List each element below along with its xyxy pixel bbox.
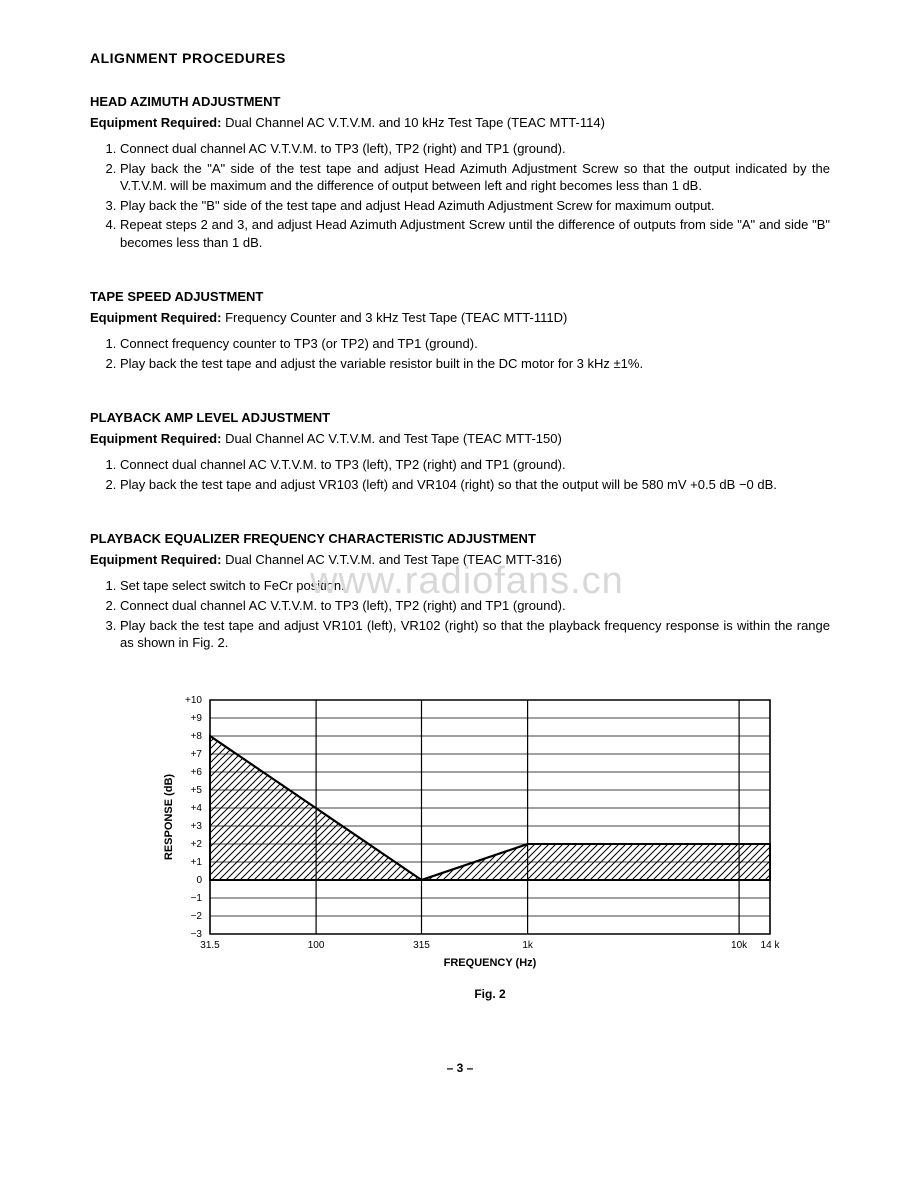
equipment-text: Frequency Counter and 3 kHz Test Tape (T… — [225, 310, 567, 325]
step-item: Play back the "A" side of the test tape … — [120, 160, 830, 195]
svg-text:315: 315 — [413, 940, 430, 951]
step-item: Play back the test tape and adjust VR101… — [120, 617, 830, 652]
step-item: Play back the test tape and adjust the v… — [120, 355, 830, 373]
svg-text:14 k: 14 k — [761, 940, 781, 951]
svg-text:−1: −1 — [191, 893, 203, 904]
svg-text:+2: +2 — [191, 839, 203, 850]
section: PLAYBACK AMP LEVEL ADJUSTMENT Equipment R… — [90, 410, 830, 493]
step-item: Connect dual channel AC V.T.V.M. to TP3 … — [120, 597, 830, 615]
step-item: Connect frequency counter to TP3 (or TP2… — [120, 335, 830, 353]
svg-text:+4: +4 — [191, 803, 203, 814]
equipment-text: Dual Channel AC V.T.V.M. and Test Tape (… — [225, 431, 562, 446]
page-number: – 3 – — [90, 1061, 830, 1075]
equipment-text: Dual Channel AC V.T.V.M. and 10 kHz Test… — [225, 115, 605, 130]
equipment-line: Equipment Required: Dual Channel AC V.T.… — [90, 552, 830, 567]
step-item: Connect dual channel AC V.T.V.M. to TP3 … — [120, 140, 830, 158]
equipment-label: Equipment Required: — [90, 431, 225, 446]
svg-text:0: 0 — [196, 875, 202, 886]
svg-text:+6: +6 — [191, 767, 203, 778]
section: HEAD AZIMUTH ADJUSTMENT Equipment Require… — [90, 94, 830, 251]
response-chart: +10+9+8+7+6+5+4+3+2+10−1−2−331.51003151k… — [150, 690, 830, 973]
step-item: Connect dual channel AC V.T.V.M. to TP3 … — [120, 456, 830, 474]
svg-text:FREQUENCY (Hz): FREQUENCY (Hz) — [444, 957, 537, 969]
section: TAPE SPEED ADJUSTMENT Equipment Required:… — [90, 289, 830, 372]
section-title: PLAYBACK AMP LEVEL ADJUSTMENT — [90, 410, 830, 425]
equipment-text: Dual Channel AC V.T.V.M. and Test Tape (… — [225, 552, 562, 567]
svg-text:+1: +1 — [191, 857, 203, 868]
svg-text:31.5: 31.5 — [200, 940, 220, 951]
section-title: PLAYBACK EQUALIZER FREQUENCY CHARACTERIS… — [90, 531, 830, 546]
equipment-line: Equipment Required: Frequency Counter an… — [90, 310, 830, 325]
figure-caption: Fig. 2 — [150, 987, 830, 1001]
svg-text:+5: +5 — [191, 785, 203, 796]
svg-text:RESPONSE (dB): RESPONSE (dB) — [163, 773, 175, 860]
section-title: HEAD AZIMUTH ADJUSTMENT — [90, 94, 830, 109]
equipment-label: Equipment Required: — [90, 310, 225, 325]
svg-text:+10: +10 — [185, 695, 202, 706]
steps-list: Set tape select switch to FeCr position.… — [90, 577, 830, 651]
svg-text:100: 100 — [308, 940, 325, 951]
equipment-label: Equipment Required: — [90, 552, 225, 567]
svg-text:+3: +3 — [191, 821, 203, 832]
equipment-line: Equipment Required: Dual Channel AC V.T.… — [90, 431, 830, 446]
svg-text:−3: −3 — [191, 929, 203, 940]
svg-text:1k: 1k — [522, 940, 534, 951]
svg-text:+7: +7 — [191, 749, 203, 760]
steps-list: Connect dual channel AC V.T.V.M. to TP3 … — [90, 140, 830, 251]
svg-text:10k: 10k — [731, 940, 748, 951]
section-title: TAPE SPEED ADJUSTMENT — [90, 289, 830, 304]
equipment-label: Equipment Required: — [90, 115, 225, 130]
step-item: Repeat steps 2 and 3, and adjust Head Az… — [120, 216, 830, 251]
step-item: Play back the test tape and adjust VR103… — [120, 476, 830, 494]
svg-text:+9: +9 — [191, 713, 203, 724]
equipment-line: Equipment Required: Dual Channel AC V.T.… — [90, 115, 830, 130]
section: PLAYBACK EQUALIZER FREQUENCY CHARACTERIS… — [90, 531, 830, 651]
steps-list: Connect dual channel AC V.T.V.M. to TP3 … — [90, 456, 830, 493]
steps-list: Connect frequency counter to TP3 (or TP2… — [90, 335, 830, 372]
step-item: Set tape select switch to FeCr position. — [120, 577, 830, 595]
svg-text:+8: +8 — [191, 731, 203, 742]
page-title: ALIGNMENT PROCEDURES — [90, 50, 830, 66]
svg-text:−2: −2 — [191, 911, 203, 922]
step-item: Play back the "B" side of the test tape … — [120, 197, 830, 215]
